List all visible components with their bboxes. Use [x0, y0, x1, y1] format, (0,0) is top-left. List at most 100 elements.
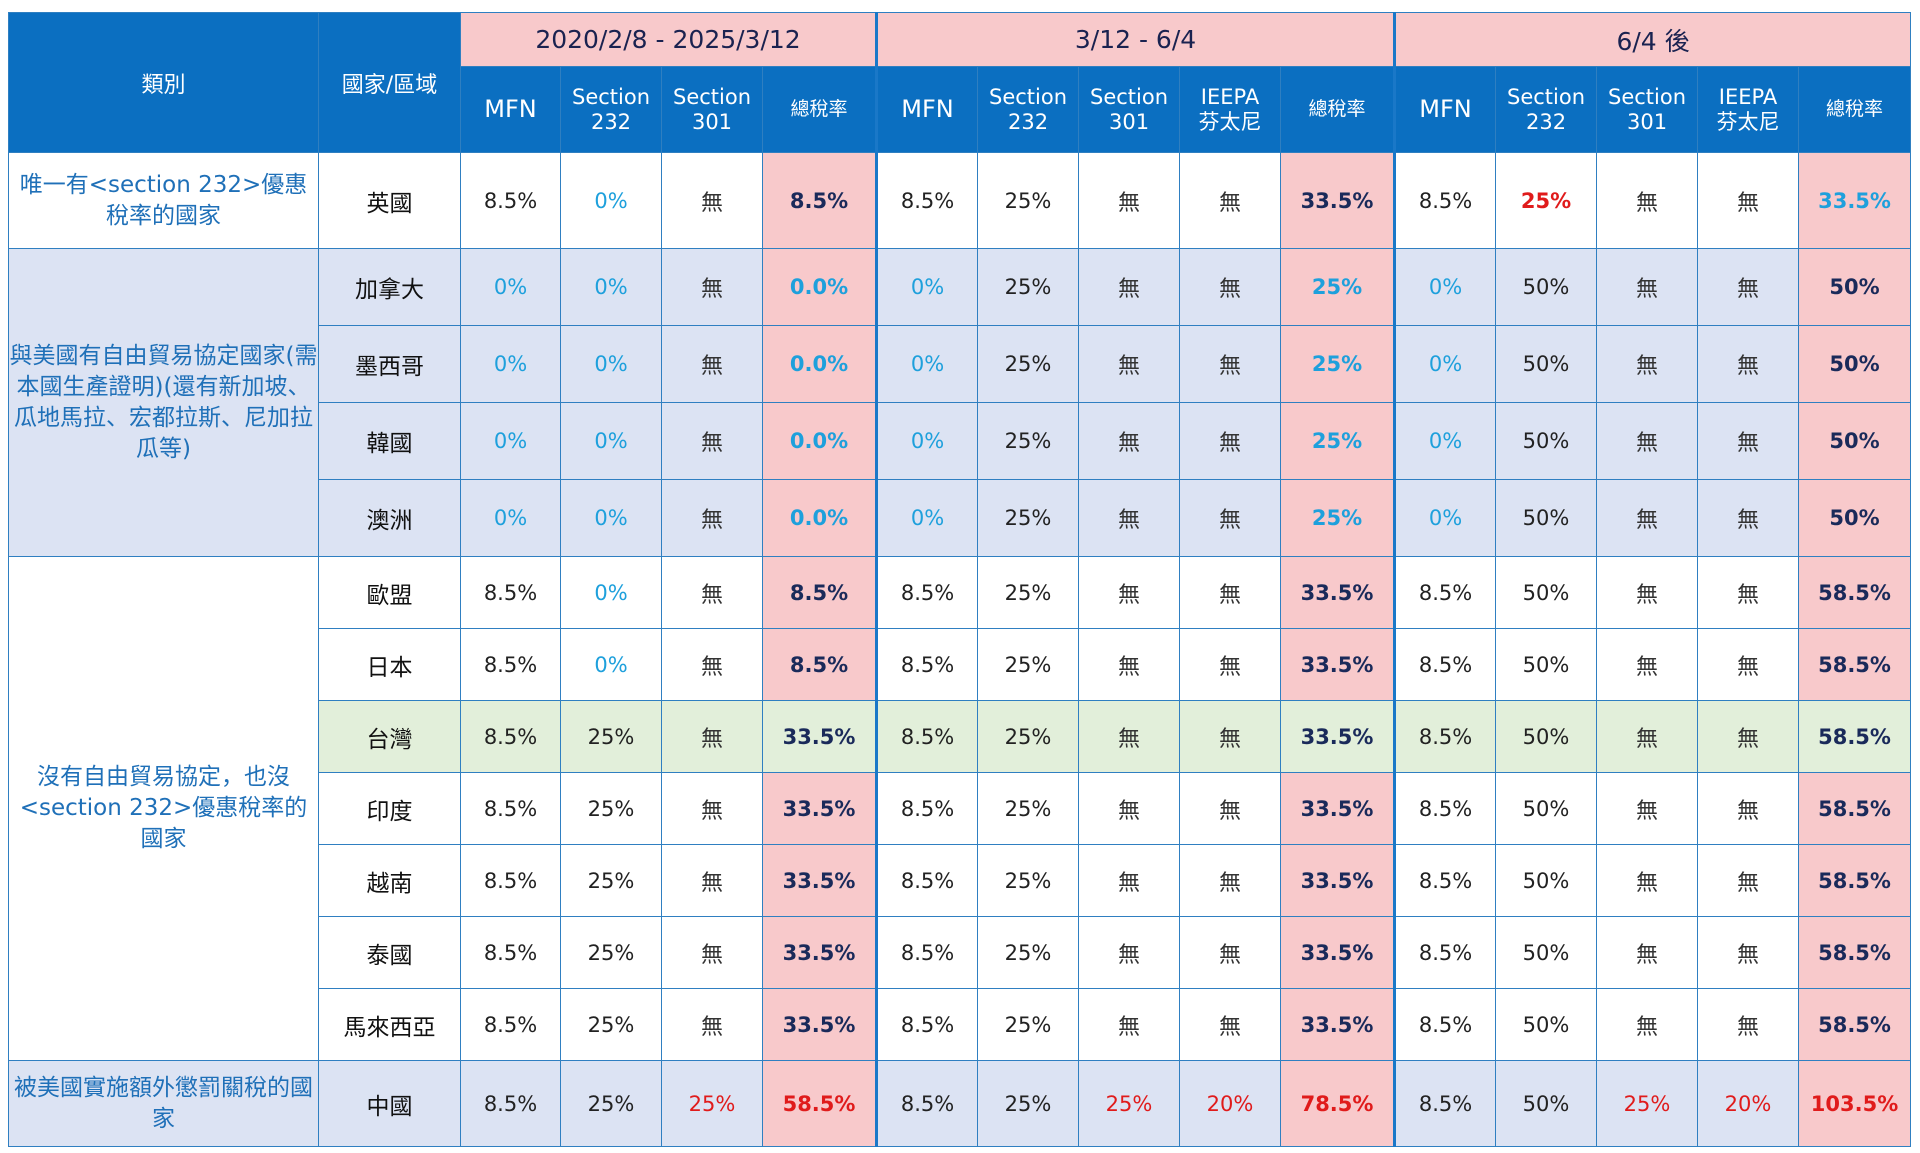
col-total: 總稅率 — [1798, 66, 1912, 153]
cell-p3-mfn: 8.5% — [1393, 988, 1497, 1061]
cell-p1-total: 33.5% — [761, 916, 878, 989]
header-category: 類別 — [8, 12, 319, 153]
cell-p3-section-232: 50% — [1495, 772, 1598, 845]
cell-p2-total: 25% — [1280, 402, 1396, 480]
cell-p3-ieepa: 無 — [1697, 844, 1800, 917]
cell-p1-section-301: 無 — [661, 248, 763, 326]
cell-p1-total: 8.5% — [761, 556, 878, 629]
cell-p1-mfn: 0% — [460, 325, 561, 403]
cell-p2-ieepa: 無 — [1179, 916, 1282, 989]
cell-p1-section-301: 無 — [661, 700, 763, 773]
col-section-301: Section 301 — [1078, 66, 1181, 153]
cell-p2-section-232: 25% — [977, 772, 1080, 845]
cell-p2-mfn: 8.5% — [875, 556, 979, 629]
cell-p3-total: 33.5% — [1798, 152, 1912, 249]
table-row: 被美國實施額外懲罰關稅的國家 中國 8.5% 25% 25% 58.5% 8.5% 25% 25… — [8, 1060, 1912, 1147]
cell-p3-total: 50% — [1798, 325, 1912, 403]
cell-p3-mfn: 0% — [1393, 479, 1497, 557]
cell-p2-section-232: 25% — [977, 1060, 1080, 1147]
cell-p2-ieepa: 無 — [1179, 988, 1282, 1061]
cell-p3-ieepa: 無 — [1697, 152, 1800, 249]
cell-p1-section-301: 無 — [661, 844, 763, 917]
cell-p1-mfn: 8.5% — [460, 152, 561, 249]
cell-p1-mfn: 8.5% — [460, 916, 561, 989]
cell-p1-total: 33.5% — [761, 844, 878, 917]
cell-p3-ieepa: 無 — [1697, 628, 1800, 701]
cell-p2-total: 33.5% — [1280, 628, 1396, 701]
cell-p1-total: 0.0% — [761, 325, 878, 403]
cell-p3-section-301: 無 — [1596, 844, 1699, 917]
cell-p3-mfn: 8.5% — [1393, 628, 1497, 701]
cell-p2-section-232: 25% — [977, 844, 1080, 917]
cell-p2-section-232: 25% — [977, 402, 1080, 480]
col-section-232: Section 232 — [1495, 66, 1598, 153]
table-row: 韓國 0% 0% 無 0.0% 0% 25% 無無 25% 0% 50% 無無 50% — [9, 402, 1912, 480]
cell-p3-section-232: 50% — [1495, 844, 1598, 917]
cell-p2-mfn: 8.5% — [875, 1060, 979, 1147]
cell-p1-total: 33.5% — [761, 700, 878, 773]
cell-p3-mfn: 8.5% — [1393, 556, 1497, 629]
cell-p3-mfn: 0% — [1393, 248, 1497, 326]
cell-p3-section-232: 50% — [1495, 1060, 1598, 1147]
cell-p2-mfn: 8.5% — [875, 988, 979, 1061]
cell-p3-section-232: 50% — [1495, 325, 1598, 403]
cell-p2-section-301: 無 — [1078, 325, 1181, 403]
cell-p3-total: 58.5% — [1798, 916, 1912, 989]
cell-p2-section-301: 無 — [1078, 152, 1181, 249]
cell-p2-section-232: 25% — [977, 556, 1080, 629]
country-name: 印度 — [318, 772, 461, 845]
cell-p3-section-301: 無 — [1596, 916, 1699, 989]
cell-p1-mfn: 8.5% — [460, 628, 561, 701]
cell-p3-ieepa: 無 — [1697, 988, 1800, 1061]
cell-p2-section-301: 無 — [1078, 402, 1181, 480]
cell-p1-section-232: 25% — [560, 916, 662, 989]
cell-p1-section-232: 0% — [560, 152, 662, 249]
cell-p2-section-232: 25% — [977, 988, 1080, 1061]
cell-p2-total: 25% — [1280, 479, 1396, 557]
country-name: 英國 — [318, 152, 461, 249]
cell-p2-ieepa: 無 — [1179, 556, 1282, 629]
cell-p3-ieepa: 無 — [1697, 700, 1800, 773]
cell-p2-ieepa: 無 — [1179, 844, 1282, 917]
cell-p3-section-232: 50% — [1495, 628, 1598, 701]
cell-p1-section-232: 25% — [560, 772, 662, 845]
cell-p1-mfn: 0% — [460, 248, 561, 326]
cell-p1-total: 33.5% — [761, 988, 878, 1061]
cell-p1-section-232: 0% — [560, 248, 662, 326]
cell-p3-section-301: 無 — [1596, 248, 1699, 326]
category-label: 沒有自由貿易協定，也沒<section 232>優惠稅率的國家 — [8, 556, 319, 1061]
cell-p3-section-232: 50% — [1495, 248, 1598, 326]
col-section-301: Section 301 — [661, 66, 763, 153]
country-name: 加拿大 — [318, 248, 461, 326]
cell-p3-total: 50% — [1798, 402, 1912, 480]
cell-p1-section-232: 25% — [560, 988, 662, 1061]
cell-p3-section-301: 無 — [1596, 325, 1699, 403]
cell-p2-section-232: 25% — [977, 700, 1080, 773]
cell-p2-section-301: 無 — [1078, 479, 1181, 557]
cell-p2-section-232: 25% — [977, 248, 1080, 326]
cell-p2-total: 33.5% — [1280, 152, 1396, 249]
cell-p3-ieepa: 無 — [1697, 916, 1800, 989]
tariff-table: 類別 國家/區域 2020/2/8 - 2025/3/12 3/12 - 6/4… — [8, 12, 1912, 1147]
country-name: 台灣 — [318, 700, 461, 773]
cell-p3-section-301: 無 — [1596, 556, 1699, 629]
country-name: 韓國 — [318, 402, 461, 480]
cell-p2-ieepa: 無 — [1179, 152, 1282, 249]
cell-p3-total: 58.5% — [1798, 772, 1912, 845]
cell-p1-mfn: 8.5% — [460, 844, 561, 917]
cell-p1-mfn: 8.5% — [460, 1060, 561, 1147]
cell-p2-total: 33.5% — [1280, 772, 1396, 845]
cell-p1-total: 0.0% — [761, 479, 878, 557]
cell-p2-total: 33.5% — [1280, 916, 1396, 989]
table-row: 澳洲 0% 0% 無 0.0% 0% 25% 無無 25% 0% 50% 無無 50% — [9, 479, 1912, 557]
table-row: 與美國有自由貿易協定國家(需本國生產證明)(還有新加坡、瓜地馬拉、宏都拉斯、尼加… — [8, 248, 1912, 557]
cell-p3-ieepa: 無 — [1697, 479, 1800, 557]
period-header-2: 3/12 - 6/4 — [875, 12, 1396, 67]
cell-p1-section-232: 25% — [560, 700, 662, 773]
cell-p3-mfn: 8.5% — [1393, 152, 1497, 249]
cell-p2-section-301: 無 — [1078, 700, 1181, 773]
cell-p2-section-232: 25% — [977, 152, 1080, 249]
col-total: 總稅率 — [1280, 66, 1396, 153]
cell-p2-mfn: 0% — [875, 248, 979, 326]
cell-p1-section-301: 25% — [661, 1060, 763, 1147]
